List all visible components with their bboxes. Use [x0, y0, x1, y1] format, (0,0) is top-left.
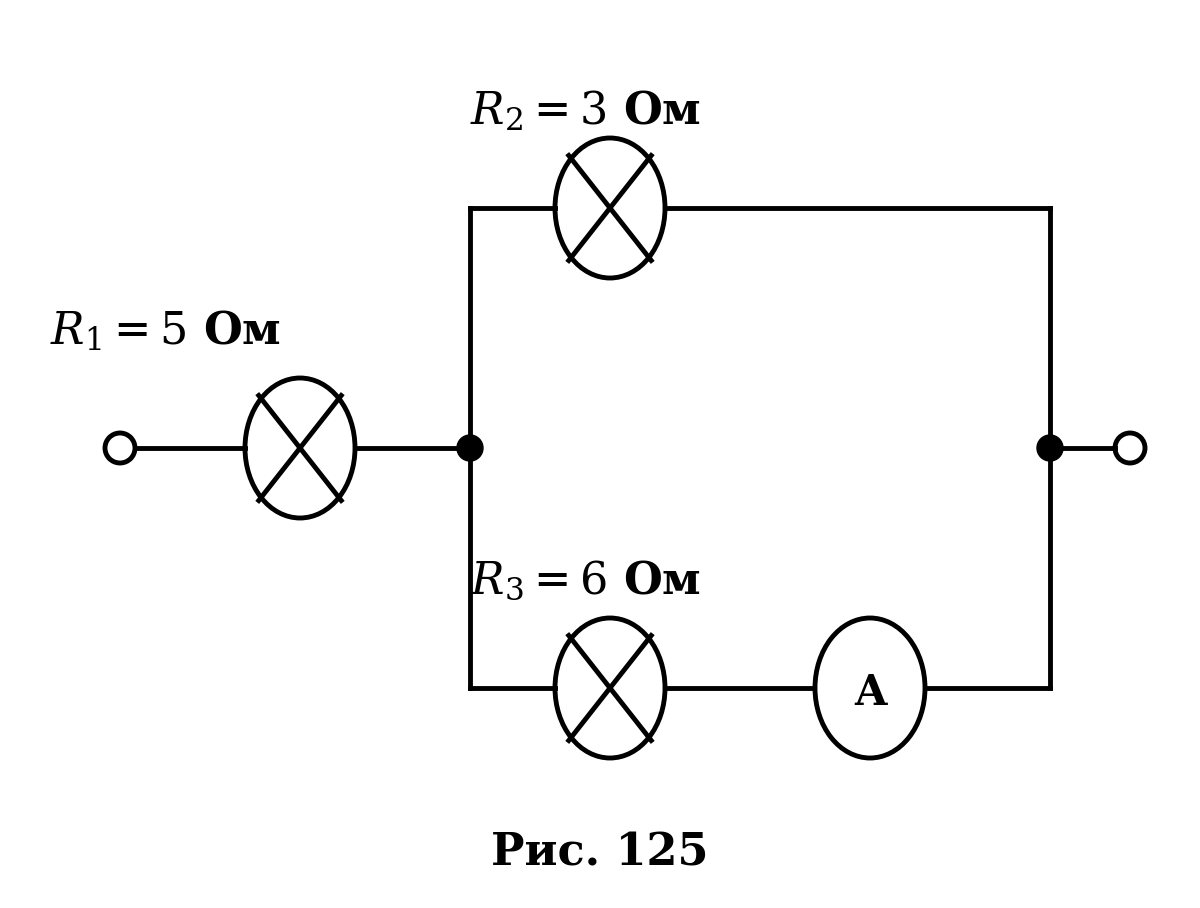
Text: $R_3 = 6$ Ом: $R_3 = 6$ Ом — [470, 558, 701, 603]
Text: Рис. 125: Рис. 125 — [491, 832, 709, 874]
Ellipse shape — [815, 618, 925, 758]
Text: $R_1 = 5$ Ом: $R_1 = 5$ Ом — [50, 308, 281, 353]
Text: $R_2 = 3$ Ом: $R_2 = 3$ Ом — [470, 88, 701, 133]
Text: A: A — [854, 672, 886, 714]
Circle shape — [457, 435, 482, 461]
Circle shape — [1037, 435, 1063, 461]
